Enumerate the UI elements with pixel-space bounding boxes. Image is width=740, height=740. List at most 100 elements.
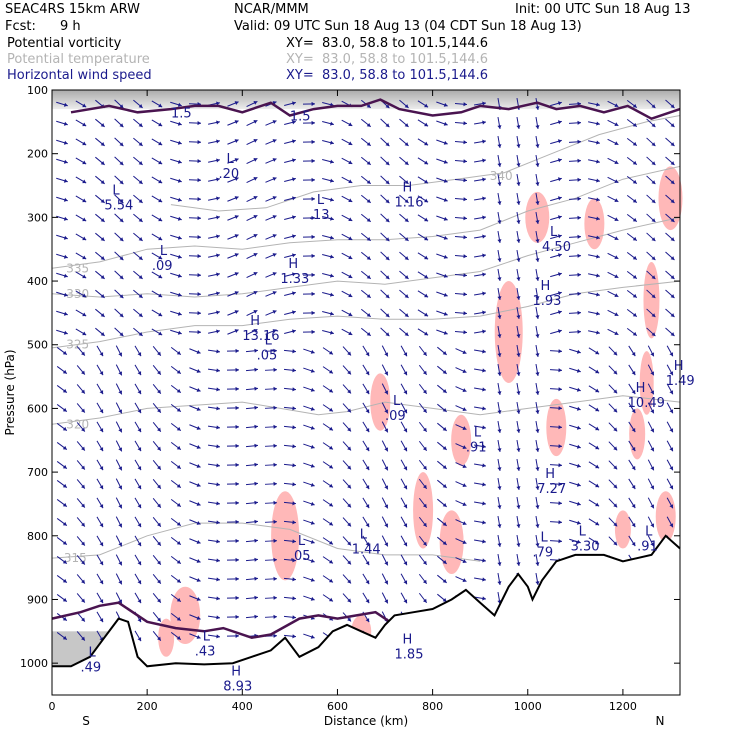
wind-vector-head <box>253 234 258 238</box>
wind-vector-head <box>365 352 370 357</box>
wind-vector-head <box>254 462 258 467</box>
pv-extremum-type: H <box>636 381 646 396</box>
wind-vector-head <box>216 272 220 277</box>
wind-vector-head <box>254 519 258 524</box>
wind-vector-head <box>329 254 334 259</box>
forecast-value: 9 h <box>60 19 81 34</box>
wind-vector-head <box>197 292 201 297</box>
wind-vector-head <box>196 597 201 601</box>
wind-vector-head <box>81 408 85 413</box>
wind-vector-head <box>235 386 239 391</box>
wind-vector-head <box>596 273 600 278</box>
wind-vector-head <box>311 139 315 145</box>
wind-vector-head <box>424 312 429 317</box>
wind-vector-head <box>310 444 315 449</box>
wind-vector-head <box>119 142 124 147</box>
wind-vector-head <box>137 447 142 452</box>
wind-vector-head <box>292 539 296 544</box>
pv-shading-patch <box>413 472 434 549</box>
wind-vector-head <box>384 523 389 528</box>
wind-vector-head <box>613 427 618 432</box>
wind-vector-head <box>497 296 502 300</box>
wind-vector-head <box>347 465 351 470</box>
wind-vector-head <box>577 196 581 201</box>
wind-vector-head <box>384 352 389 357</box>
wind-vector-head <box>424 179 429 184</box>
wind-vector-head <box>669 352 674 357</box>
wind-vector-head <box>497 353 502 357</box>
wind-vector-head <box>669 523 674 528</box>
wind-vector-head <box>216 501 220 506</box>
pv-extremum-value: 1.5 <box>290 109 311 124</box>
wind-vector-head <box>81 389 85 394</box>
wind-vector-head <box>384 542 389 547</box>
wind-vector-head <box>650 371 655 376</box>
wind-vector-head <box>463 197 467 202</box>
wind-vector-head <box>137 580 142 585</box>
wind-vector-head <box>424 122 429 127</box>
wind-vector-head <box>613 408 618 413</box>
wind-vector-head <box>118 466 123 471</box>
wind-vector-head <box>596 292 600 297</box>
pv-extremum-type: L <box>265 333 273 348</box>
wind-vector-head <box>497 562 502 566</box>
wind-vector-head <box>158 179 163 184</box>
wind-vector-head <box>82 312 87 317</box>
pv-extremum-value: 1.93 <box>533 294 562 309</box>
wind-vector-head <box>631 428 636 433</box>
wind-vector-head <box>235 500 239 505</box>
wind-vector-head <box>254 367 258 372</box>
wind-vector-head <box>177 292 182 297</box>
wind-vector-head <box>176 483 181 488</box>
wind-vector-head <box>329 216 334 221</box>
wind-vector-head <box>137 523 142 528</box>
wind-vector-head <box>62 407 67 412</box>
wind-vector-head <box>631 523 636 528</box>
wind-vector-head <box>516 448 521 452</box>
wind-vector-head <box>422 351 427 356</box>
wind-vector-head <box>404 104 409 108</box>
wind-vector-head <box>99 504 104 509</box>
wind-vector-head <box>516 353 521 357</box>
wind-vector-head <box>595 445 600 450</box>
wind-vector-head <box>62 597 67 602</box>
wind-vector-head <box>614 255 619 259</box>
wind-vector-head <box>253 253 258 257</box>
pv-shading-patch <box>629 408 646 460</box>
wind-vector-head <box>62 502 67 507</box>
wind-vector-head <box>557 310 562 315</box>
wind-vector-head <box>119 199 124 204</box>
pv-extremum-type: L <box>317 193 325 208</box>
wind-vector-head <box>385 332 390 337</box>
wind-vector-head <box>442 408 447 412</box>
wind-vector-head <box>272 272 277 276</box>
wind-vector-head <box>558 349 562 354</box>
wind-vector-head <box>384 504 389 509</box>
wind-vector-head <box>631 352 636 357</box>
wind-vector-head <box>348 141 353 146</box>
wind-vector-head <box>196 578 201 582</box>
wind-vector-head <box>385 142 390 147</box>
wind-vector-head <box>310 368 315 373</box>
wind-vector-head <box>81 636 85 641</box>
pv-extremum-value: .43 <box>195 644 216 659</box>
wind-vector-head <box>82 274 87 279</box>
wind-vector-head <box>235 405 239 410</box>
wind-vector-head <box>99 561 104 566</box>
south-label: S <box>82 714 90 728</box>
wind-vector-head <box>177 273 182 278</box>
wind-vector-head <box>137 485 142 490</box>
wind-vector-head <box>176 426 181 431</box>
wind-vector-head <box>158 122 163 127</box>
wind-vector-head <box>63 121 68 126</box>
wind-vector-head <box>365 371 370 376</box>
wind-vector-head <box>197 178 201 183</box>
x-tick-label: 1000 <box>514 700 542 713</box>
wind-vector-head <box>558 368 562 373</box>
wind-vector-head <box>366 198 371 203</box>
wind-vector-head <box>497 144 502 148</box>
wind-vector-head <box>197 140 201 145</box>
wind-vector-head <box>310 406 315 411</box>
wind-vector-head <box>482 215 486 220</box>
wind-vector-head <box>254 614 258 619</box>
